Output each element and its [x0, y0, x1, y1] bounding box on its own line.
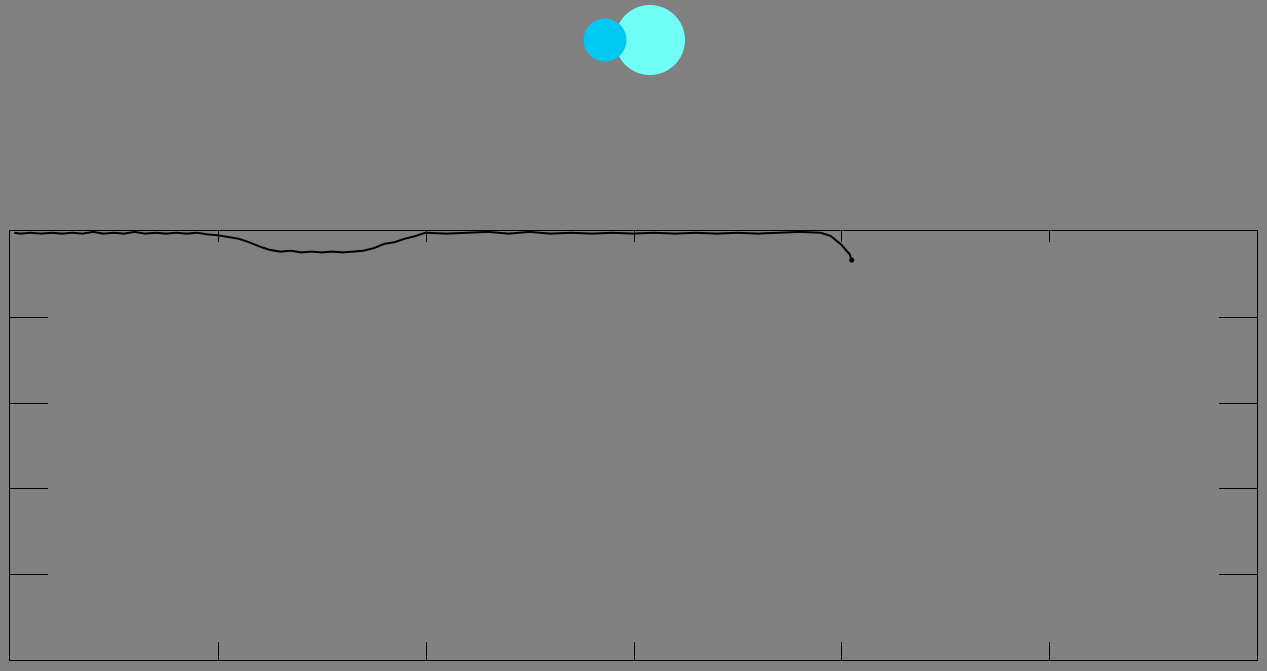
axis-ticks: [10, 231, 1257, 660]
series-group: [14, 230, 855, 263]
series-line: [14, 230, 853, 261]
series-end-point: [849, 257, 855, 263]
circle-large-icon: [615, 5, 685, 75]
indicator-circles: [583, 5, 685, 75]
plot-frame: [9, 230, 1258, 661]
circle-small-icon: [583, 18, 627, 62]
